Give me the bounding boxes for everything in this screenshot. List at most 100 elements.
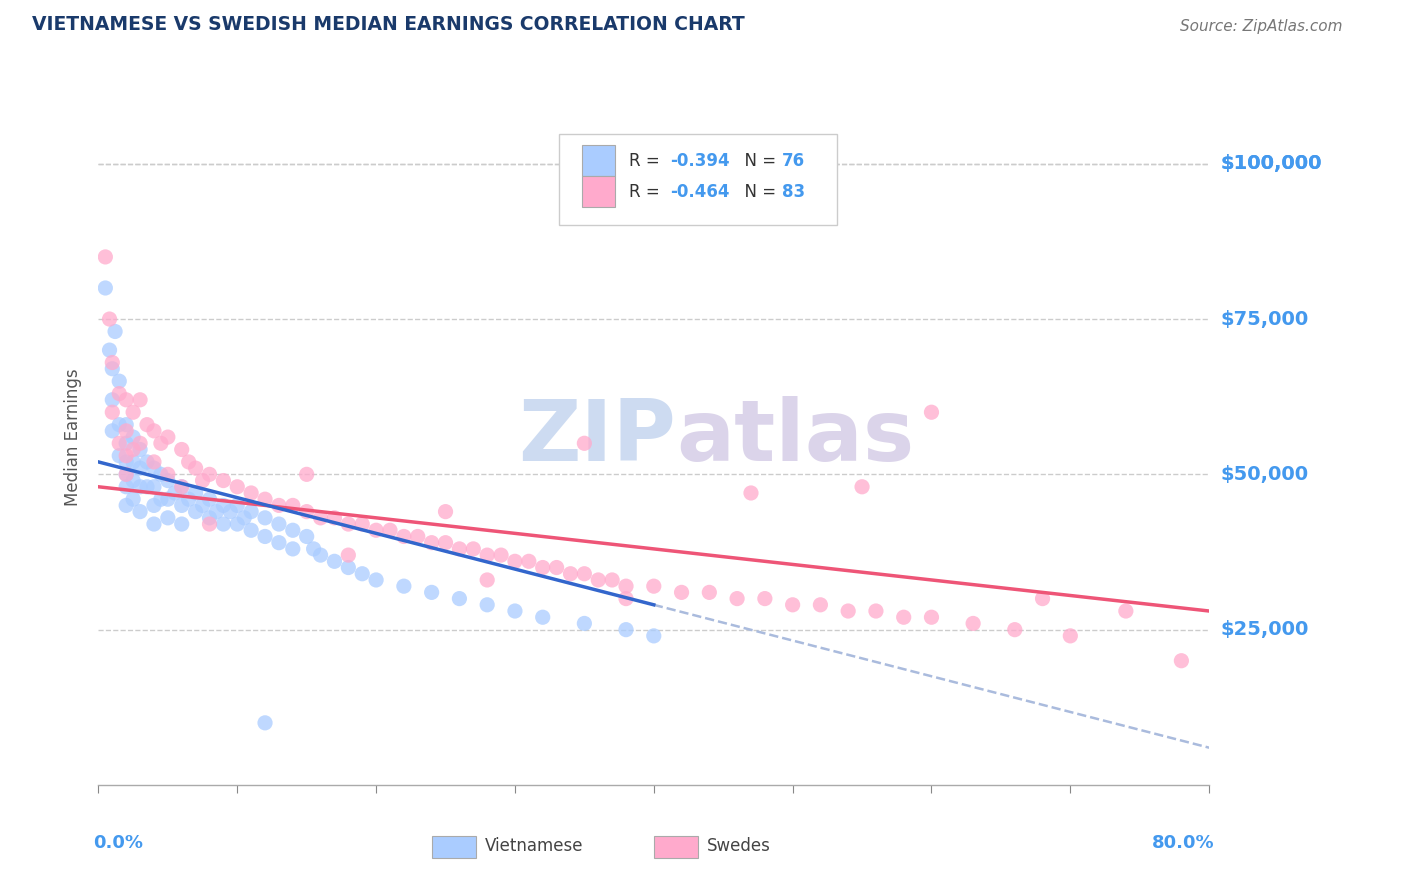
- Point: [122, 455, 145, 469]
- Point: [149, 436, 172, 450]
- Point: [475, 573, 499, 587]
- Text: $75,000: $75,000: [1220, 310, 1309, 328]
- Point: [503, 604, 526, 618]
- Point: [643, 629, 665, 643]
- Point: [253, 715, 276, 730]
- Text: ZIP: ZIP: [519, 395, 676, 479]
- Point: [837, 604, 859, 618]
- Point: [614, 579, 637, 593]
- Point: [170, 442, 193, 457]
- Point: [434, 505, 457, 519]
- Text: 80.0%: 80.0%: [1152, 834, 1215, 852]
- Point: [782, 598, 804, 612]
- Point: [94, 281, 117, 295]
- Point: [198, 511, 221, 525]
- Point: [156, 492, 179, 507]
- Point: [136, 455, 159, 469]
- Point: [240, 486, 263, 500]
- Point: [136, 480, 159, 494]
- Point: [267, 499, 290, 513]
- Point: [281, 499, 304, 513]
- Point: [101, 405, 124, 419]
- Point: [434, 535, 457, 549]
- Point: [156, 474, 179, 488]
- Text: atlas: atlas: [676, 395, 914, 479]
- Point: [184, 461, 207, 475]
- Point: [143, 516, 166, 531]
- Point: [101, 424, 124, 438]
- Text: Source: ZipAtlas.com: Source: ZipAtlas.com: [1180, 19, 1343, 34]
- Point: [1170, 654, 1192, 668]
- Point: [143, 499, 166, 513]
- Text: $100,000: $100,000: [1220, 154, 1322, 173]
- Point: [115, 467, 138, 482]
- Point: [122, 442, 145, 457]
- Point: [177, 492, 200, 507]
- Point: [893, 610, 915, 624]
- Bar: [654, 836, 699, 858]
- Point: [226, 516, 249, 531]
- Text: $100,000: $100,000: [1220, 154, 1322, 173]
- Point: [191, 474, 214, 488]
- Point: [378, 523, 401, 537]
- Point: [104, 325, 127, 339]
- Point: [115, 455, 138, 469]
- Point: [143, 480, 166, 494]
- Text: $50,000: $50,000: [1220, 465, 1309, 483]
- Point: [267, 535, 290, 549]
- Point: [212, 516, 235, 531]
- Bar: [432, 836, 477, 858]
- Point: [108, 374, 131, 388]
- Point: [177, 455, 200, 469]
- Point: [337, 548, 360, 562]
- Text: VIETNAMESE VS SWEDISH MEDIAN EARNINGS CORRELATION CHART: VIETNAMESE VS SWEDISH MEDIAN EARNINGS CO…: [32, 14, 745, 34]
- Point: [115, 392, 138, 407]
- Point: [352, 566, 374, 581]
- Point: [323, 554, 346, 568]
- Point: [449, 591, 471, 606]
- Point: [163, 486, 186, 500]
- Text: Vietnamese: Vietnamese: [485, 838, 583, 855]
- Point: [219, 505, 242, 519]
- Point: [531, 610, 554, 624]
- Point: [366, 523, 388, 537]
- Point: [170, 480, 193, 494]
- Point: [463, 541, 485, 556]
- Point: [420, 585, 443, 599]
- Point: [392, 529, 415, 543]
- Point: [170, 480, 193, 494]
- Point: [191, 499, 214, 513]
- Point: [1059, 629, 1081, 643]
- Point: [352, 516, 374, 531]
- Point: [101, 392, 124, 407]
- Point: [94, 250, 117, 264]
- Point: [136, 417, 159, 432]
- Point: [475, 548, 499, 562]
- Text: N =: N =: [734, 152, 782, 169]
- Point: [295, 467, 318, 482]
- Point: [129, 392, 152, 407]
- Point: [267, 516, 290, 531]
- Point: [129, 480, 152, 494]
- Point: [129, 442, 152, 457]
- Point: [1004, 623, 1026, 637]
- Point: [156, 467, 179, 482]
- Bar: [582, 176, 614, 208]
- Point: [156, 430, 179, 444]
- Point: [122, 405, 145, 419]
- Text: -0.394: -0.394: [671, 152, 730, 169]
- Point: [449, 541, 471, 556]
- Point: [143, 461, 166, 475]
- Point: [614, 591, 637, 606]
- Point: [253, 492, 276, 507]
- Point: [240, 505, 263, 519]
- Point: [226, 499, 249, 513]
- Point: [253, 511, 276, 525]
- Point: [198, 516, 221, 531]
- Point: [184, 486, 207, 500]
- Point: [115, 424, 138, 438]
- Point: [143, 455, 166, 469]
- Y-axis label: Median Earnings: Median Earnings: [65, 368, 83, 506]
- Point: [725, 591, 748, 606]
- Point: [122, 430, 145, 444]
